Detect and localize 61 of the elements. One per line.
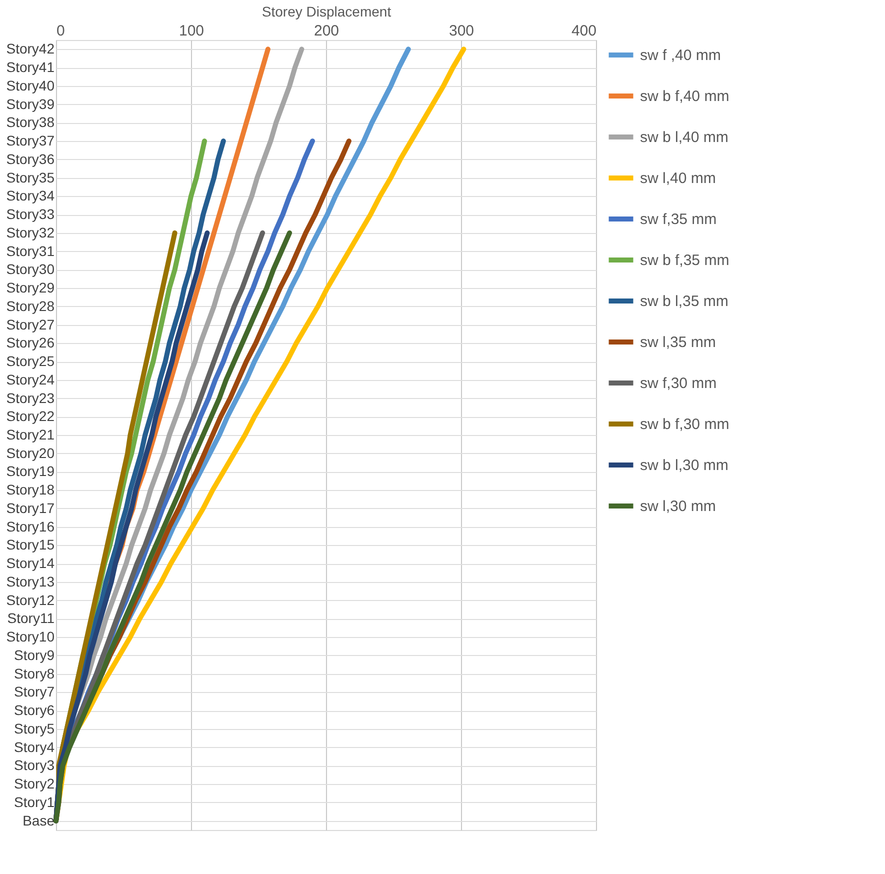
- y-tick-label: Story33: [6, 206, 55, 222]
- y-tick-label: Story9: [14, 646, 55, 663]
- x-tick-label: 300: [448, 22, 474, 40]
- y-tick-label: Story28: [6, 298, 55, 314]
- y-tick-label: Story2: [14, 776, 55, 792]
- y-tick-label: Story30: [6, 261, 55, 278]
- y-tick-label: Story4: [14, 738, 55, 755]
- y-tick-label: Story38: [6, 114, 55, 130]
- legend-label: sw f,35 mm: [640, 211, 717, 228]
- y-tick-label: Story7: [14, 684, 55, 700]
- y-tick-label: Story34: [6, 188, 55, 204]
- legend-label: sw f,30 mm: [640, 375, 717, 392]
- x-tick-label: 100: [178, 22, 204, 40]
- y-tick-label: Story31: [6, 242, 55, 259]
- y-tick-label: Story18: [6, 482, 55, 498]
- legend-label: sw b l,35 mm: [640, 293, 728, 310]
- legend-label: sw b l,30 mm: [640, 457, 728, 474]
- y-tick-label: Story37: [6, 132, 55, 149]
- legend-label: sw b l,40 mm: [640, 129, 728, 146]
- y-tick-label: Story6: [14, 702, 55, 718]
- x-axis-title: Storey Displacement: [262, 4, 392, 20]
- y-tick-label: Story13: [6, 573, 55, 590]
- y-tick-label: Story25: [6, 353, 55, 370]
- legend-label: sw b f,35 mm: [640, 252, 730, 269]
- legend-label: sw l,30 mm: [640, 498, 716, 515]
- y-tick-label: Story12: [6, 592, 55, 608]
- y-tick-label: Story22: [6, 408, 55, 424]
- y-tick-label: Story1: [14, 794, 55, 810]
- y-tick-label: Story11: [7, 610, 55, 626]
- y-tick-label: Story32: [6, 224, 55, 240]
- x-tick-label: 200: [314, 22, 340, 40]
- x-tick-label: 400: [571, 22, 596, 40]
- legend-label: sw b f,30 mm: [640, 416, 730, 433]
- y-tick-label: Story36: [6, 150, 55, 167]
- y-tick-label: Story17: [6, 500, 55, 516]
- y-tick-label: Base: [22, 812, 55, 828]
- y-tick-label: Story40: [6, 77, 55, 94]
- y-tick-label: Story39: [6, 96, 55, 112]
- y-tick-label: Story23: [6, 390, 55, 406]
- legend-label: sw l,35 mm: [640, 334, 716, 351]
- y-tick-label: Story29: [6, 280, 55, 296]
- y-tick-label: Story14: [6, 555, 55, 572]
- y-tick-label: Story15: [6, 536, 55, 553]
- y-tick-label: Story27: [6, 316, 55, 332]
- y-tick-label: Story42: [6, 40, 55, 57]
- y-tick-label: Story8: [14, 665, 55, 682]
- legend-label: sw l,40 mm: [640, 170, 716, 187]
- y-tick-label: Story21: [6, 426, 55, 442]
- legend-label: sw b f,40 mm: [640, 88, 730, 105]
- y-tick-label: Story35: [6, 169, 55, 186]
- y-tick-label: Story20: [6, 444, 55, 461]
- y-tick-label: Story3: [14, 757, 55, 774]
- y-tick-label: Story16: [6, 518, 55, 534]
- y-tick-label: Story24: [6, 371, 55, 388]
- legend-label: sw f ,40 mm: [640, 47, 721, 64]
- y-tick-label: Story5: [14, 720, 55, 736]
- y-tick-label: Story41: [6, 59, 55, 76]
- x-tick-label: 0: [56, 22, 65, 40]
- y-tick-label: Story19: [6, 463, 55, 480]
- y-tick-label: Story26: [6, 334, 55, 351]
- y-tick-label: Story10: [6, 628, 55, 645]
